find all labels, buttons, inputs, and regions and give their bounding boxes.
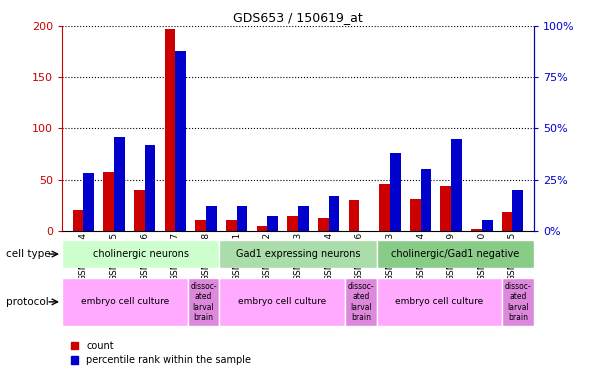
Bar (188, 278, 219, 326)
Text: embryo cell culture: embryo cell culture (395, 297, 484, 306)
Bar (226, 220, 237, 231)
Bar (376, 278, 503, 326)
Bar (219, 240, 376, 268)
Bar (441, 186, 451, 231)
Bar (329, 196, 339, 231)
Text: protocol: protocol (6, 297, 48, 307)
Bar (195, 220, 206, 231)
Text: dissoc-
ated
larval
brain: dissoc- ated larval brain (348, 282, 374, 322)
Bar (513, 190, 523, 231)
Bar (83, 173, 94, 231)
Bar (165, 29, 175, 231)
Bar (219, 278, 345, 326)
Bar (503, 278, 534, 326)
Bar (451, 139, 462, 231)
Bar (134, 190, 145, 231)
Bar (287, 216, 298, 231)
Text: dissoc-
ated
larval
brain: dissoc- ated larval brain (505, 282, 532, 322)
Bar (206, 206, 217, 231)
Bar (482, 220, 493, 231)
Title: GDS653 / 150619_at: GDS653 / 150619_at (233, 11, 363, 24)
Text: embryo cell culture: embryo cell culture (238, 297, 326, 306)
Bar (267, 216, 278, 231)
Bar (257, 225, 267, 231)
Bar (62, 240, 219, 268)
Bar (502, 212, 513, 231)
Bar (390, 153, 401, 231)
Text: cholinergic/Gad1 negative: cholinergic/Gad1 negative (391, 249, 519, 259)
Bar (145, 145, 155, 231)
Legend: count, percentile rank within the sample: count, percentile rank within the sample (67, 337, 255, 369)
Text: cholinergic neurons: cholinergic neurons (93, 249, 189, 259)
Text: dissoc-
ated
larval
brain: dissoc- ated larval brain (190, 282, 217, 322)
Bar (349, 200, 359, 231)
Bar (103, 172, 114, 231)
Bar (62, 278, 188, 326)
Bar (410, 199, 421, 231)
Bar (298, 206, 309, 231)
Text: Gad1 expressing neurons: Gad1 expressing neurons (235, 249, 360, 259)
Bar (421, 170, 431, 231)
Bar (376, 240, 534, 268)
Bar (379, 184, 390, 231)
Bar (237, 206, 247, 231)
Bar (345, 278, 376, 326)
Bar (73, 210, 83, 231)
Bar (114, 136, 124, 231)
Bar (175, 51, 186, 231)
Text: cell type: cell type (6, 249, 51, 259)
Bar (318, 218, 329, 231)
Text: embryo cell culture: embryo cell culture (81, 297, 169, 306)
Bar (471, 229, 482, 231)
